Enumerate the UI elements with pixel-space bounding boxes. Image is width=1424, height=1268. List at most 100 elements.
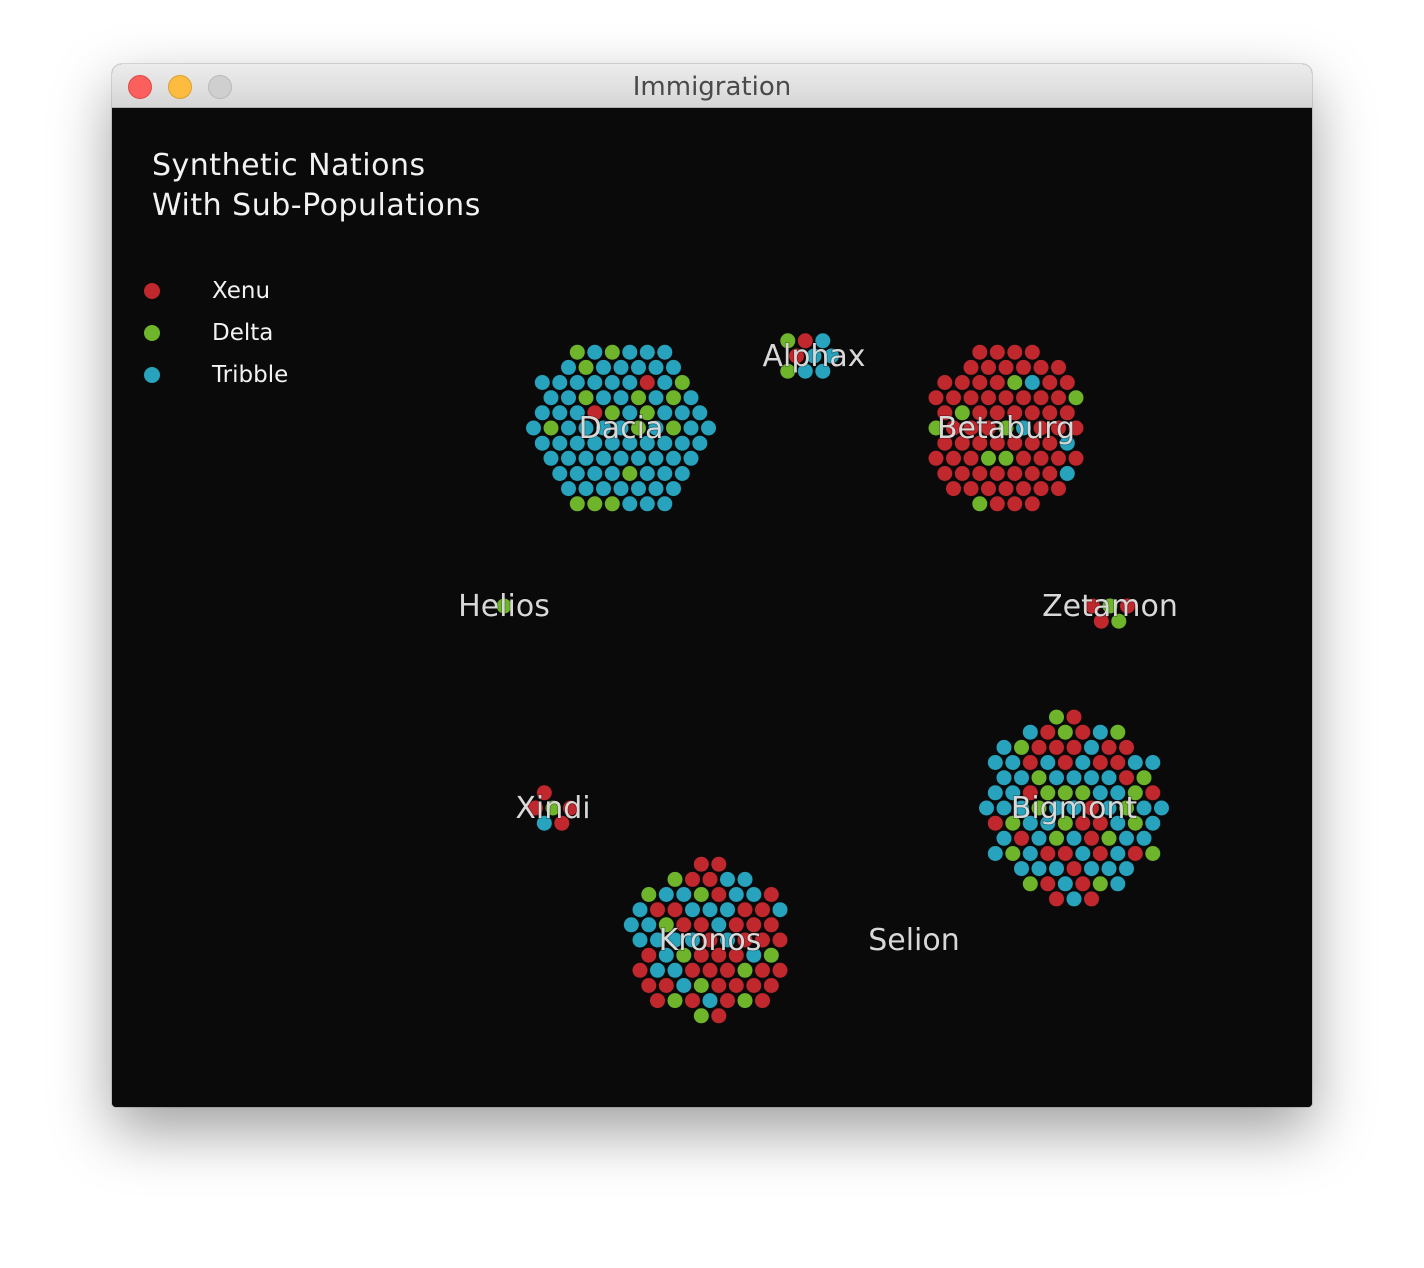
person-dot-tribble: [683, 420, 699, 436]
nation-label-bigmont: Bigmont: [1011, 791, 1138, 826]
person-dot-xenu: [702, 932, 718, 948]
nation-bigmont: Bigmont: [979, 709, 1169, 907]
person-dot-delta: [676, 947, 692, 963]
person-dot-tribble: [1022, 846, 1038, 861]
person-dot-tribble: [613, 359, 629, 375]
person-dot-tribble: [596, 359, 611, 375]
nation-selion: Selion: [867, 922, 960, 959]
person-dot-xenu: [1024, 466, 1040, 481]
person-dot-tribble: [1049, 800, 1064, 816]
person-dot-tribble: [596, 390, 611, 406]
person-dot-xenu: [972, 435, 988, 451]
person-dot-delta: [496, 598, 512, 614]
person-dot-delta: [1022, 876, 1038, 892]
person-dot-delta: [1040, 785, 1056, 801]
person-dot-xenu: [755, 932, 770, 948]
person-dot-tribble: [561, 450, 576, 466]
person-dot-delta: [666, 420, 681, 436]
person-dot-delta: [1068, 390, 1084, 406]
person-dot-xenu: [1007, 435, 1023, 451]
person-dot-tribble: [534, 435, 550, 451]
person-dot-xenu: [1085, 598, 1100, 614]
person-dot-tribble: [711, 917, 727, 933]
person-dot-delta: [1092, 876, 1108, 892]
person-dot-xenu: [711, 887, 727, 902]
person-dot-xenu: [963, 481, 979, 497]
person-dot-tribble: [578, 450, 594, 466]
person-dot-xenu: [1040, 876, 1056, 892]
person-dot-xenu: [1075, 876, 1091, 892]
person-dot-delta: [604, 496, 620, 512]
person-dot-xenu: [946, 390, 961, 406]
person-dot-tribble: [613, 420, 629, 436]
legend-swatch-xenu: [144, 283, 160, 299]
person-dot-xenu: [1051, 481, 1066, 497]
person-dot-xenu: [763, 887, 779, 902]
person-dot-xenu: [685, 962, 700, 978]
legend-label-tribble: Tribble: [212, 362, 289, 388]
person-dot-tribble: [569, 435, 585, 451]
close-button[interactable]: [128, 75, 152, 99]
person-dot-tribble: [996, 770, 1012, 786]
person-dot-delta: [780, 333, 796, 349]
person-dot-xenu: [989, 496, 1005, 512]
person-dot-xenu: [1101, 739, 1117, 755]
person-dot-xenu: [989, 375, 1005, 390]
person-dot-delta: [1057, 815, 1073, 831]
person-dot-xenu: [1033, 359, 1049, 375]
person-dot-xenu: [928, 390, 944, 406]
person-dot-xenu: [946, 481, 961, 497]
person-dot-delta: [569, 344, 585, 360]
person-dot-tribble: [1059, 466, 1075, 481]
person-dot-xenu: [763, 978, 779, 993]
person-dot-delta: [693, 887, 709, 902]
zoom-button[interactable]: [208, 75, 232, 99]
person-dot-delta: [1014, 739, 1029, 755]
person-dot-xenu: [1016, 390, 1031, 406]
person-dot-tribble: [1057, 876, 1073, 892]
person-dot-tribble: [685, 932, 700, 948]
person-dot-delta: [1007, 375, 1023, 390]
person-dot-tribble: [622, 344, 638, 360]
person-dot-xenu: [711, 1008, 727, 1024]
person-dot-tribble: [604, 435, 620, 451]
person-dot-tribble: [1040, 755, 1056, 770]
person-dot-xenu: [1051, 420, 1066, 436]
person-dot-delta: [578, 390, 594, 406]
person-dot-xenu: [711, 947, 727, 963]
person-dot-tribble: [1024, 375, 1040, 390]
person-dot-delta: [1111, 613, 1127, 629]
person-dot-xenu: [1145, 785, 1161, 801]
nation-label-helios: Helios: [458, 589, 550, 624]
person-dot-tribble: [702, 993, 718, 1009]
minimize-button[interactable]: [168, 75, 192, 99]
person-dot-tribble: [534, 405, 550, 421]
person-dot-delta: [667, 993, 683, 1009]
person-dot-tribble: [683, 390, 699, 406]
person-dot-tribble: [650, 962, 665, 978]
person-dot-tribble: [596, 450, 611, 466]
person-dot-xenu: [1066, 739, 1082, 755]
person-dot-xenu: [1016, 481, 1031, 497]
person-dot-xenu: [702, 962, 718, 978]
person-dot-delta: [1075, 785, 1091, 801]
person-dot-xenu: [1120, 598, 1135, 614]
person-dot-tribble: [648, 450, 664, 466]
person-dot-tribble: [657, 405, 673, 421]
person-dot-tribble: [639, 344, 655, 360]
person-dot-tribble: [534, 375, 550, 390]
person-dot-tribble: [824, 348, 839, 364]
nation-zetamon: Zetamon: [1041, 588, 1179, 629]
person-dot-xenu: [632, 962, 648, 978]
person-dot-delta: [737, 962, 753, 978]
title-bar[interactable]: Immigration: [112, 64, 1312, 108]
person-dot-xenu: [981, 390, 996, 406]
nation-dacia: Dacia: [526, 344, 716, 512]
person-dot-tribble: [1014, 770, 1029, 786]
person-dot-xenu: [772, 962, 788, 978]
person-dot-xenu: [937, 435, 953, 451]
person-dot-tribble: [639, 496, 655, 512]
person-dot-tribble: [737, 871, 753, 887]
person-dot-xenu: [797, 333, 813, 349]
person-dot-delta: [674, 375, 690, 390]
